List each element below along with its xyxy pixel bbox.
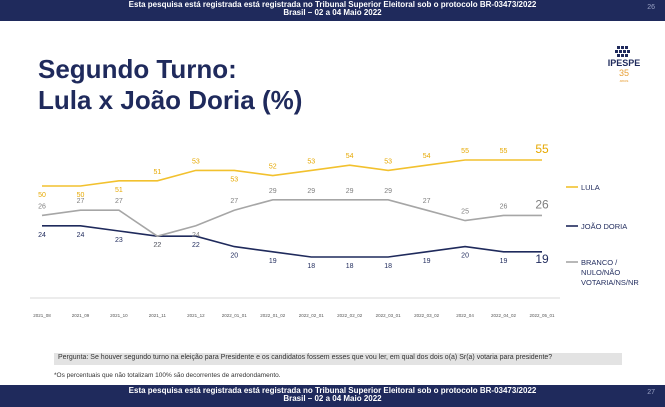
data-label: 27 [115,198,123,205]
data-label: 24 [77,232,85,239]
x-tick-label: 2022_04 [456,313,474,318]
x-tick-label: 2022_03_01 [376,313,402,318]
x-tick-label: 2022_03_02 [414,313,440,318]
legend-label: BRANCO / [581,258,618,267]
data-label: 18 [384,263,392,270]
x-tick-label: 2022_01_02 [260,313,286,318]
data-label: 50 [38,192,46,199]
data-label: 18 [307,263,315,270]
footer-date-text: Brasil – 02 a 04 Maio 2022 [283,394,382,403]
x-tick-label: 2022_05_01 [529,313,555,318]
legend-label: JOÃO DORIA [581,222,627,231]
data-label: 20 [230,253,238,260]
data-label: 52 [269,164,277,171]
x-tick-label: 2021_09 [72,313,90,318]
data-label: 22 [153,242,161,249]
bottom-banner: Esta pesquisa está registrada está regis… [0,385,665,407]
footer-page-number: 27 [647,389,655,396]
registration-text: Esta pesquisa está registrada está regis… [128,0,537,9]
data-label: 54 [346,153,354,160]
data-label: 27 [77,198,85,205]
data-label: 19 [535,252,549,266]
data-label: 54 [423,153,431,160]
data-label: 26 [500,203,508,210]
data-label: 53 [384,158,392,165]
data-label: 55 [500,148,508,155]
data-label: 51 [153,169,161,176]
x-tick-label: 2022_04_02 [491,313,517,318]
date-text: Brasil – 02 a 04 Maio 2022 [283,8,382,17]
footer-registration-text: Esta pesquisa está registrada está regis… [128,386,537,395]
data-label: 24 [38,232,46,239]
data-label: 50 [77,192,85,199]
series-line-doria [42,225,542,258]
data-label: 53 [192,158,200,165]
data-label: 29 [346,188,354,195]
x-tick-label: 2021_08 [33,313,51,318]
data-label: 55 [461,148,469,155]
question-text: Pergunta: Se houver segundo turno na ele… [54,353,622,365]
data-label: 53 [307,158,315,165]
data-label: 27 [230,198,238,205]
title-line-2: Lula x João Doria (%) [38,85,303,115]
logo-years: 35 [619,68,629,78]
x-tick-label: 2022_02_02 [337,313,363,318]
data-label: 29 [269,188,277,195]
data-label: 29 [384,188,392,195]
data-label: 26 [38,203,46,210]
data-label: 18 [346,263,354,270]
title-line-1: Segundo Turno: [38,54,237,84]
data-label: 53 [230,176,238,183]
data-label: 25 [461,209,469,216]
data-label: 29 [307,188,315,195]
logo-subtitle: anos [620,78,629,83]
data-label: 20 [461,253,469,260]
data-label: 55 [535,142,549,156]
data-label: 19 [423,258,431,265]
legend-label: LULA [581,183,600,192]
data-label: 22 [192,242,200,249]
logo-name: IPESPE [608,58,641,68]
x-tick-label: 2022_02_01 [299,313,325,318]
ipespe-logo: IPESPE 35 anos [604,44,644,84]
legend-label: NULO/NÃO [581,268,620,277]
data-label: 22 [153,242,161,249]
x-tick-label: 2021_12 [187,313,205,318]
page-number: 26 [647,4,655,11]
data-label: 26 [535,197,549,211]
rounding-note: *Os percentuais que não totalizam 100% s… [54,372,281,379]
x-tick-label: 2022_01_01 [222,313,248,318]
data-label: 27 [423,198,431,205]
data-label: 19 [500,258,508,265]
x-tick-label: 2021_10 [110,313,128,318]
x-tick-label: 2021_11 [149,313,167,318]
legend-label: VOTARIA/NS/NR [581,278,639,287]
data-label: 24 [192,232,200,239]
data-label: 51 [115,187,123,194]
line-chart: 2021_08 2021_09 2021_10 2021_11 2021_12 2022_… [30,142,639,318]
page-title: Segundo Turno: Lula x João Doria (%) [38,54,302,116]
top-banner: Esta pesquisa está registrada está regis… [0,0,665,21]
data-label: 19 [269,258,277,265]
series-line-branco [41,198,542,238]
series-line-lula [42,159,542,187]
data-label: 23 [115,237,123,244]
